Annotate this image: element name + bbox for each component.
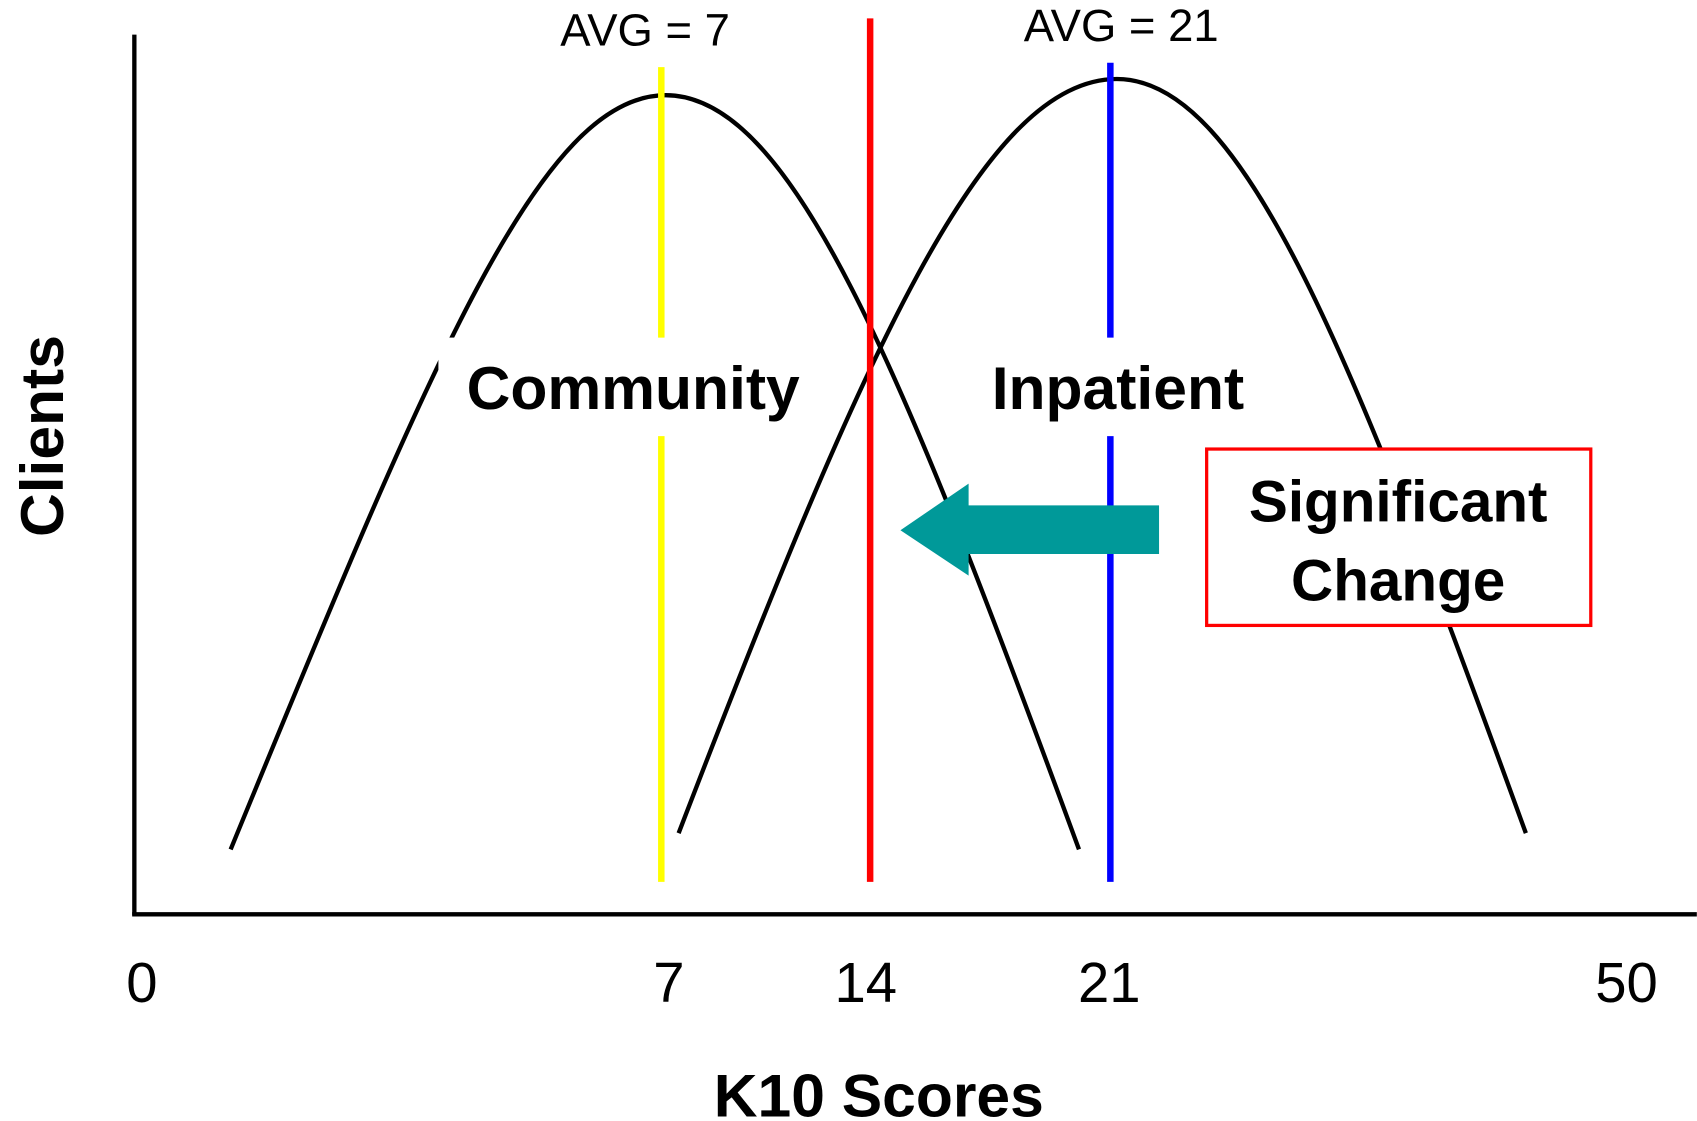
label-gap bbox=[963, 337, 1277, 435]
inpatient-curve bbox=[676, 76, 1528, 834]
curve-label: Inpatient bbox=[992, 354, 1244, 422]
y-axis-label: Clients bbox=[8, 335, 76, 537]
x-tick-label: 7 bbox=[653, 951, 684, 1014]
callout-text: Change bbox=[1291, 549, 1505, 614]
x-ticks: 0 7 14 21 50 bbox=[126, 951, 1658, 1014]
callout-box bbox=[1205, 447, 1593, 628]
average-label: AVG = 7 bbox=[560, 4, 730, 55]
x-tick-label: 0 bbox=[126, 951, 157, 1014]
label-gap bbox=[438, 337, 828, 435]
curve-label: Community bbox=[467, 354, 800, 422]
change-arrow bbox=[900, 483, 1160, 576]
x-tick-label: 50 bbox=[1595, 951, 1658, 1014]
average-label: AVG = 21 bbox=[1024, 0, 1219, 51]
x-tick-label: 14 bbox=[835, 951, 898, 1014]
x-tick-label: 21 bbox=[1078, 951, 1141, 1014]
community-curve bbox=[228, 93, 1082, 851]
callout-text: Significant bbox=[1249, 470, 1548, 535]
x-axis-label: K10 Scores bbox=[714, 1062, 1044, 1121]
